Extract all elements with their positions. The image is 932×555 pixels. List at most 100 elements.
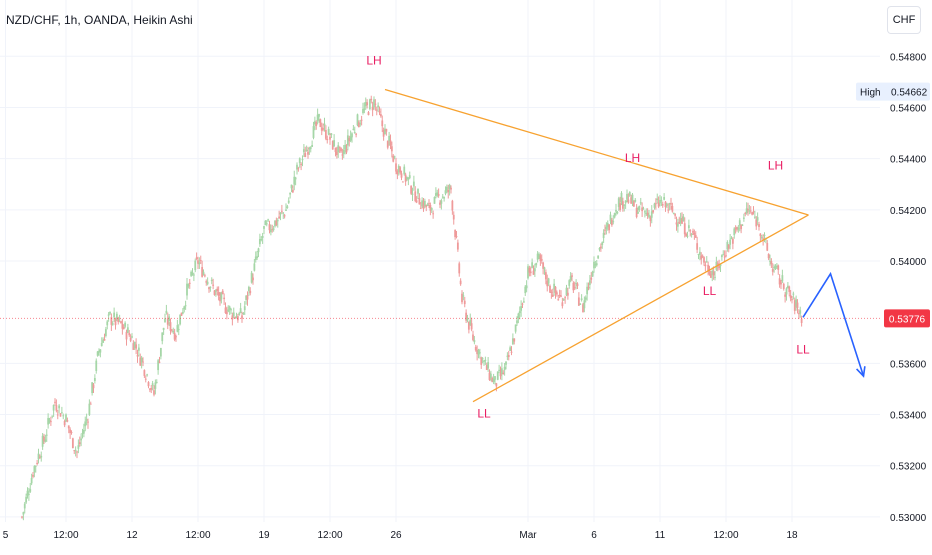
candle-body [617,198,620,207]
candle-body [676,223,679,227]
candle-body [740,225,743,230]
candle-body [166,318,169,325]
candle-body [525,285,528,289]
currency-button[interactable]: CHF [887,6,921,34]
candle-body [245,295,248,300]
candle-body [458,263,461,274]
candle-body [69,429,72,433]
price-tick-label: 0.53600 [890,359,927,370]
candle-body [122,327,125,330]
candle-body [340,148,342,152]
candle-body [505,361,507,365]
candle-body [494,376,496,380]
candle-body [758,224,760,227]
candle-body [235,316,238,319]
candle-body [492,378,495,382]
candle-body [576,283,579,287]
candle-body [498,369,501,371]
candle-body [362,108,364,114]
candle-body [121,323,124,329]
drawings[interactable]: LH LH LH LL LL LL [0,54,880,421]
candle-body [477,349,480,355]
candle-body [517,313,520,319]
candle-body [642,208,645,210]
candle-body [796,302,799,308]
candle-body [379,114,382,117]
candle-body [426,204,429,206]
candle-body [745,208,748,214]
candle-body [227,309,230,312]
candle-body [529,271,532,274]
candle-body [690,233,693,235]
candle-body [309,147,312,150]
candle-body [620,192,623,203]
candle-body [25,496,28,503]
time-tick-label: 12 [126,530,138,541]
candle-body [181,311,184,314]
candle-body [481,358,484,360]
projection-path[interactable] [802,271,865,377]
candle-body [628,192,631,196]
candle-body [363,108,366,111]
candle-body [682,216,685,222]
candle-body [550,291,553,293]
candle-body [253,263,256,271]
candle-body [500,368,503,374]
candle-body [667,209,670,211]
candle-body [329,136,331,140]
candle-body [223,297,226,300]
candle-body [632,201,635,207]
candle-body [132,343,135,350]
candle-body [771,269,774,272]
candle-body [408,175,411,179]
candle-body [95,360,98,371]
candle-body [689,230,692,232]
candle-body [602,232,605,239]
candle-body [286,206,289,208]
candle-body [41,435,44,447]
candle-body [374,103,377,105]
candle-body [626,194,628,200]
candle-body [120,321,122,323]
candle-body [436,192,439,196]
candle-body [767,253,770,259]
time-tick-label: 6 [591,530,597,541]
candle-body [778,278,781,285]
candle-body [751,212,754,215]
candle-body [342,149,345,154]
candle-body [698,251,701,255]
trendline-lower[interactable] [472,214,809,403]
candle-body [287,200,290,203]
candle-body [279,212,282,215]
candle-body [638,205,641,210]
candle-body [165,310,168,314]
candle-body [381,120,384,127]
candle-body [341,154,344,156]
trendline-upper[interactable] [384,88,809,216]
candle-body [206,281,209,285]
candle-body [516,320,518,324]
candle-body [146,374,149,376]
candle-body [799,310,802,314]
candle-body [399,167,402,173]
candle-body [73,450,76,452]
candle-body [650,211,653,218]
candle-body [439,202,441,205]
projection-arrowhead [856,366,866,378]
candle-body [313,121,316,125]
candle-body [401,181,404,183]
candle-body [162,327,165,330]
candle-body [440,200,443,204]
candle-body [268,224,271,231]
time-tick-label: 26 [390,530,402,541]
candle-body [582,304,584,313]
candle-body [113,312,116,318]
candle-body [533,268,536,272]
candle-body [22,512,25,515]
last-price-value: 0.53776 [889,314,926,325]
candle-body [547,278,550,284]
candle-body [524,286,527,294]
candle-body [348,138,351,142]
